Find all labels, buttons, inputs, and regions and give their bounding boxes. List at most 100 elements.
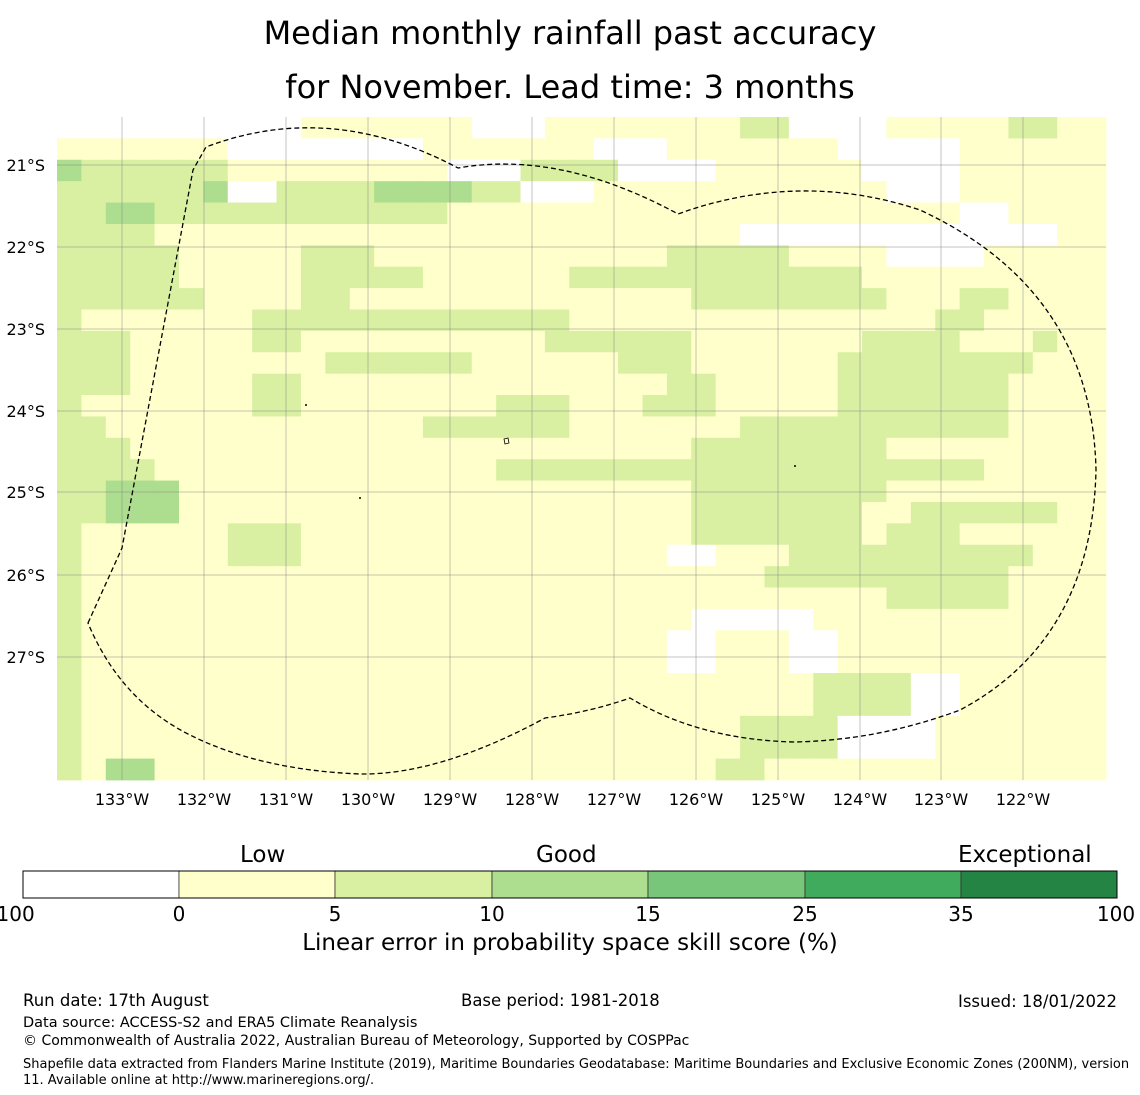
- grid-cell: [959, 544, 985, 567]
- grid-cell: [81, 544, 107, 567]
- map-title: Median monthly rainfall past accuracy fo…: [0, 6, 1140, 114]
- grid-cell: [496, 608, 521, 631]
- grid-cell: [740, 758, 765, 781]
- grid-cell: [642, 544, 668, 567]
- grid-cell: [788, 608, 814, 631]
- grid-cell: [57, 202, 82, 225]
- grid-cell: [422, 330, 448, 353]
- grid-cell: [959, 694, 985, 717]
- grid-cell: [252, 587, 277, 610]
- grid-cell: [496, 395, 521, 417]
- grid-cell: [1032, 459, 1058, 481]
- grid-cell: [422, 373, 448, 396]
- grid-cell: [666, 181, 692, 203]
- grid-cell: [374, 330, 399, 353]
- grid-cell: [398, 245, 424, 268]
- grid-cell: [764, 651, 790, 674]
- grid-cell: [618, 437, 643, 460]
- grid-cell: [862, 630, 887, 653]
- grid-cell: [300, 758, 326, 781]
- longitude-label: 131°W: [259, 790, 314, 809]
- grid-cell: [105, 437, 131, 460]
- grid-cell: [276, 395, 302, 417]
- grid-cell: [252, 181, 277, 203]
- grid-cell: [813, 352, 839, 375]
- grid-cell: [105, 758, 131, 781]
- grid-cell: [154, 694, 180, 717]
- copyright: © Commonwealth of Australia 2022, Austra…: [23, 1033, 690, 1049]
- grid-cell: [325, 715, 351, 738]
- grid-cell: [1008, 480, 1034, 503]
- grid-cell: [374, 459, 399, 481]
- grid-cell: [349, 566, 375, 588]
- grid-cell: [154, 395, 180, 417]
- grid-cell: [837, 159, 863, 182]
- grid-cell: [666, 501, 692, 524]
- grid-cell: [544, 159, 570, 182]
- grid-cell: [252, 715, 277, 738]
- grid-cell: [57, 330, 82, 353]
- grid-cell: [1081, 416, 1107, 439]
- grid-cell: [227, 651, 253, 674]
- grid-cell: [496, 630, 521, 653]
- grid-cell: [105, 715, 131, 738]
- grid-cell: [203, 159, 229, 182]
- grid-cell: [886, 737, 912, 760]
- grid-cell: [1032, 758, 1058, 781]
- grid-cell: [130, 501, 155, 524]
- grid-cell: [496, 566, 521, 588]
- grid-cell: [544, 288, 570, 310]
- grid-cell: [398, 117, 424, 139]
- grid-cell: [788, 373, 814, 396]
- grid-cell: [984, 694, 1009, 717]
- grid-cell: [593, 245, 619, 268]
- grid-cell: [910, 159, 936, 182]
- grid-cell: [862, 694, 887, 717]
- grid-cell: [300, 587, 326, 610]
- grid-cell: [447, 523, 473, 546]
- grid-cell: [227, 352, 253, 375]
- grid-cell: [398, 330, 424, 353]
- grid-cell: [1032, 480, 1058, 503]
- grid-cell: [642, 330, 668, 353]
- grid-cell: [178, 587, 204, 610]
- grid-cell: [227, 138, 253, 161]
- grid-cell: [715, 395, 741, 417]
- grid-cell: [935, 737, 961, 760]
- grid-cell: [227, 330, 253, 353]
- grid-cell: [447, 223, 473, 246]
- grid-cell: [959, 117, 985, 139]
- grid-cell: [105, 352, 131, 375]
- grid-cell: [984, 202, 1009, 225]
- grid-cell: [740, 459, 765, 481]
- grid-cell: [544, 245, 570, 268]
- grid-cell: [764, 630, 790, 653]
- grid-cell: [227, 737, 253, 760]
- grid-cell: [862, 223, 887, 246]
- grid-cell: [300, 694, 326, 717]
- eez-boundary: [87, 127, 1097, 775]
- grid-cell: [471, 266, 497, 289]
- grid-cell: [691, 288, 717, 310]
- grid-cell: [764, 608, 790, 631]
- grid-cell: [715, 223, 741, 246]
- grid-cell: [1057, 266, 1083, 289]
- grid-cell: [642, 630, 668, 653]
- grid-cell: [642, 117, 668, 139]
- grid-cell: [447, 117, 473, 139]
- grid-cell: [422, 416, 448, 439]
- grid-cell: [740, 352, 765, 375]
- grid-cell: [984, 373, 1009, 396]
- grid-cell: [1081, 608, 1107, 631]
- grid-cell: [81, 352, 107, 375]
- grid-cell: [618, 202, 643, 225]
- grid-cell: [349, 395, 375, 417]
- grid-cell: [447, 673, 473, 695]
- grid-cell: [837, 737, 863, 760]
- grid-cell: [886, 608, 912, 631]
- grid-cell: [276, 309, 302, 332]
- grid-cell: [325, 437, 351, 460]
- grid-cell: [81, 159, 107, 182]
- grid-cell: [837, 608, 863, 631]
- grid-cell: [691, 480, 717, 503]
